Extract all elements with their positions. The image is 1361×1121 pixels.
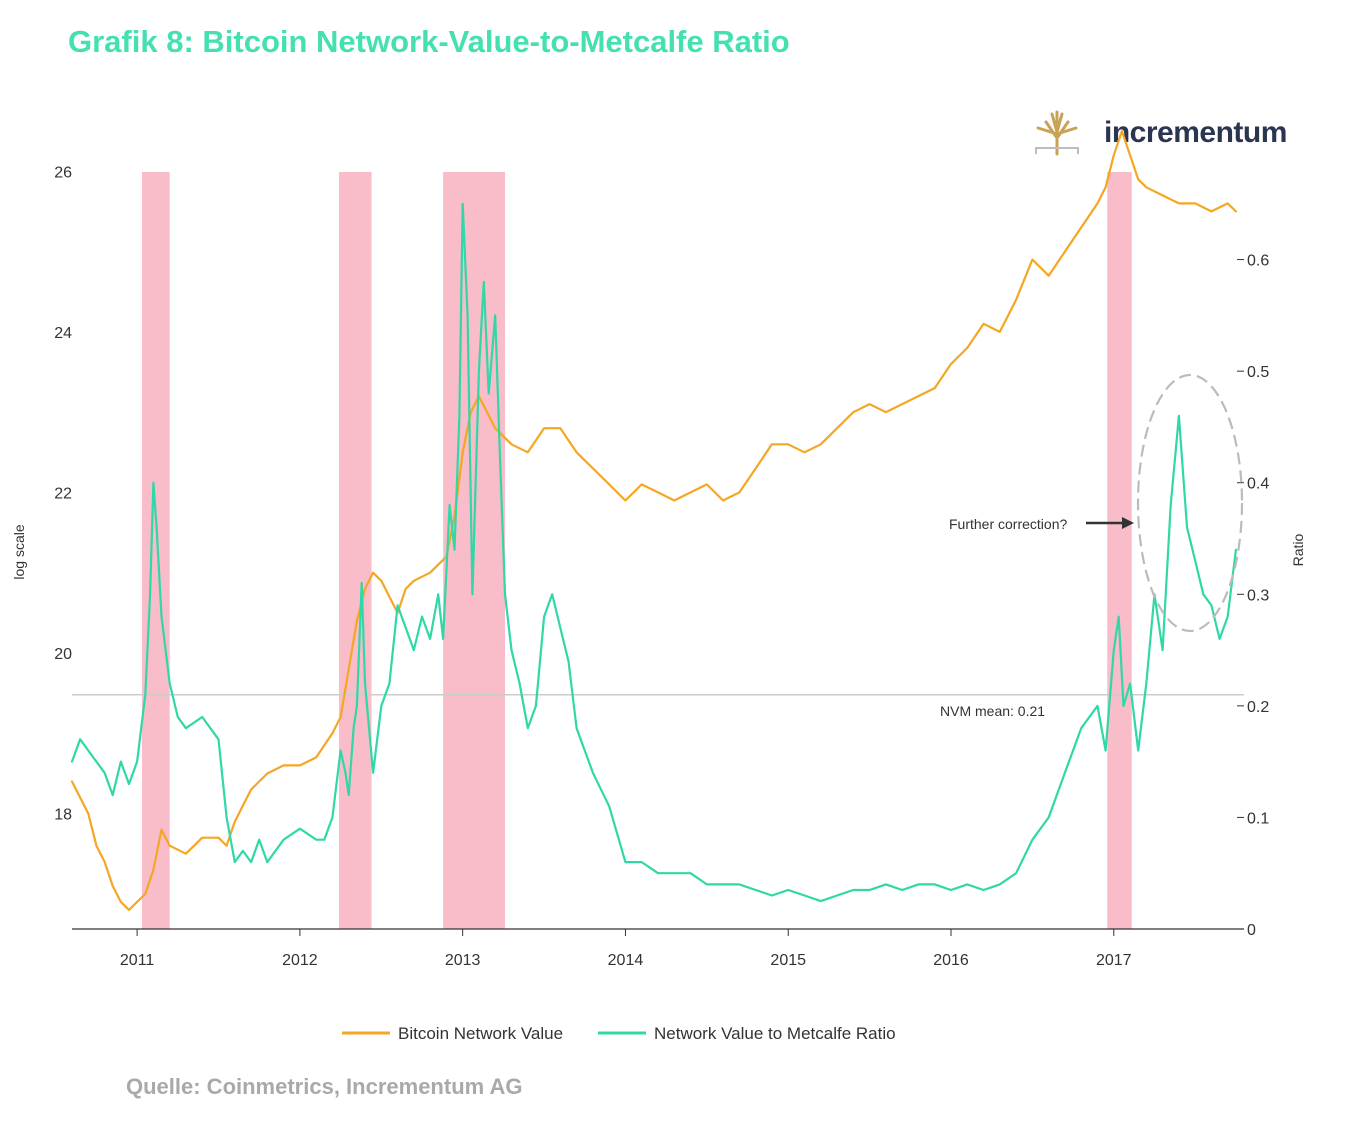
legend-label-nvm: Network Value to Metcalfe Ratio <box>654 1024 896 1043</box>
x-tick-label: 2016 <box>933 952 969 969</box>
y-left-tick-label: 26 <box>54 164 72 181</box>
y-left-tick-label: 22 <box>54 485 72 502</box>
chart-title: Grafik 8: Bitcoin Network-Value-to-Metca… <box>68 24 790 59</box>
brand-logo: incrementum <box>1032 108 1287 158</box>
legend: Bitcoin Network Value Network Value to M… <box>342 1024 896 1043</box>
x-tick-label: 2017 <box>1096 952 1132 969</box>
y-left-tick-label: 18 <box>54 807 72 824</box>
y-right-tick-label: 0.4 <box>1247 476 1269 493</box>
y-right-tick-label: 0.2 <box>1247 699 1269 716</box>
y-right-tick-label: 0.1 <box>1247 810 1269 827</box>
shaded-period-1 <box>338 172 372 929</box>
highlight-ellipse <box>1136 373 1244 633</box>
x-tick-label: 2015 <box>770 952 806 969</box>
source-note: Quelle: Coinmetrics, Incrementum AG <box>126 1074 523 1099</box>
shaded-period-3 <box>1107 172 1132 929</box>
series-line-0 <box>70 130 1238 912</box>
y-left-ticks: 18 20 22 24 26 <box>54 164 72 823</box>
mean-label: NVM mean: 0.21 <box>940 703 1045 719</box>
y-left-label: log scale <box>11 524 27 579</box>
annotation-arrowhead <box>1122 517 1134 529</box>
y-left-tick-label: 24 <box>54 325 72 342</box>
x-tick-label: 2013 <box>445 952 481 969</box>
x-tick-label: 2011 <box>120 952 155 969</box>
x-tick-label: 2012 <box>282 952 318 969</box>
y-right-tick-label: 0.3 <box>1247 587 1269 604</box>
y-right-label: Ratio <box>1290 533 1306 566</box>
shaded-period-0 <box>141 172 170 929</box>
x-ticks: 2011 2012 2013 2014 2015 2016 2017 <box>120 929 1132 969</box>
tree-icon <box>1035 110 1079 156</box>
y-right-tick-label: 0.5 <box>1247 364 1269 381</box>
x-tick-label: 2014 <box>608 952 644 969</box>
y-right-tick-label: 0 <box>1247 922 1256 939</box>
series-layer <box>70 130 1238 912</box>
brand-name: incrementum <box>1104 116 1287 149</box>
legend-label-network-value: Bitcoin Network Value <box>398 1024 563 1043</box>
y-right-tick-label: 0.6 <box>1247 253 1269 270</box>
shaded-periods <box>141 172 1132 929</box>
y-left-tick-label: 20 <box>54 646 72 663</box>
annotation-label: Further correction? <box>949 516 1067 532</box>
y-right-ticks: 0 0.1 0.2 0.3 0.4 0.5 0.6 <box>1237 253 1269 939</box>
series-line-1 <box>70 202 1238 903</box>
